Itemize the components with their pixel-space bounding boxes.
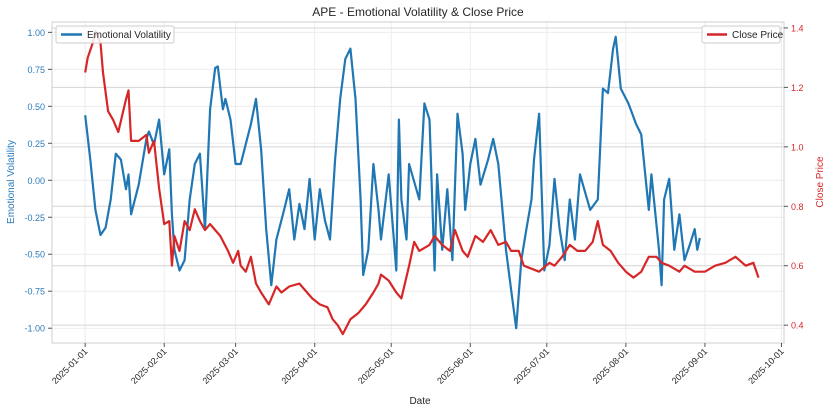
y-tick-label-right: 1.2: [791, 83, 804, 93]
plot-frame: [51, 21, 785, 344]
x-tick-label: 2025-10-01: [746, 346, 786, 386]
y-tick-label-left: -1.00: [24, 324, 45, 334]
y-axis-label-left: Emotional Volatility: [6, 140, 17, 224]
x-tick-label: 2025-06-01: [435, 346, 475, 386]
legend-right: Close Price: [701, 25, 784, 44]
y-tick-label-left: 0.25: [27, 139, 45, 149]
y-axis-label-right: Close Price: [815, 156, 826, 208]
x-tick-label: 2025-08-01: [591, 346, 631, 386]
y-tick-label-right: 0.6: [791, 261, 804, 271]
series-layer: [84, 29, 760, 336]
y-tick-label-left: -0.50: [24, 250, 45, 260]
x-axis-label: Date: [409, 396, 431, 407]
y-tick-label-left: -0.25: [24, 213, 45, 223]
x-tick-label: 2025-02-01: [129, 346, 169, 386]
close-price-line: [84, 29, 760, 336]
x-tick-label: 2025-04-01: [279, 346, 319, 386]
y-tick-label-right: 1.0: [791, 142, 804, 152]
x-tick-label: 2025-03-01: [200, 346, 240, 386]
y-tick-label-left: 0.00: [27, 176, 45, 186]
legend-left-label: Emotional Volatility: [87, 30, 171, 41]
x-tick-label: 2025-09-01: [670, 346, 710, 386]
x-tick-label: 2025-05-01: [356, 346, 396, 386]
y-tick-label-left: 0.50: [27, 102, 45, 112]
y-tick-label-right: 1.4: [791, 23, 804, 33]
y-tick-label-right: 0.4: [791, 321, 804, 331]
volatility-line: [84, 35, 701, 330]
legend-right-label: Close Price: [732, 30, 784, 41]
y-tick-label-left: -0.75: [24, 287, 45, 297]
legend-left: Emotional Volatility: [55, 25, 175, 44]
x-tick-label: 2025-01-01: [50, 346, 90, 386]
chart-title: APE - Emotional Volatility & Close Price: [312, 5, 524, 19]
y-tick-label-left: 0.75: [27, 65, 45, 75]
x-tick-label: 2025-07-01: [512, 346, 552, 386]
axes: 2025-01-01 2025-02-01 2025-03-01 2025-04-01…: [24, 23, 803, 386]
y-tick-label-left: 1.00: [27, 28, 45, 38]
grid: [52, 22, 784, 343]
y-tick-label-right: 0.8: [791, 202, 804, 212]
